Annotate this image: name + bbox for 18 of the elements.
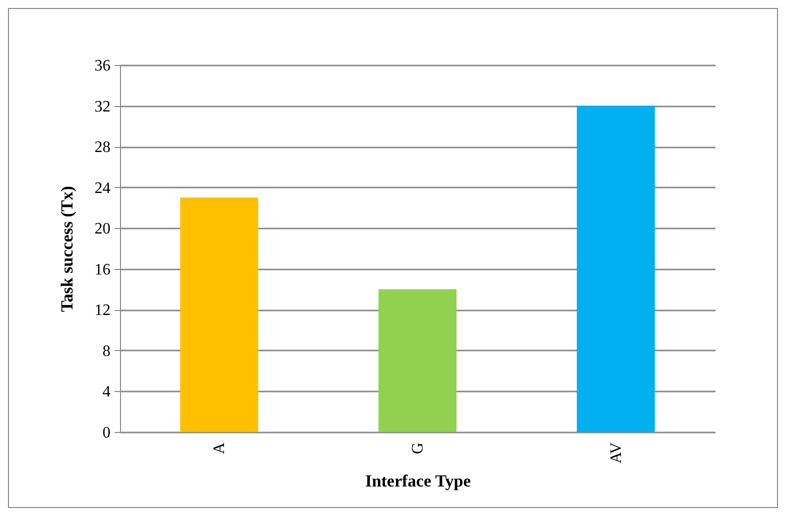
y-axis-title: Task success (Tx): [58, 186, 76, 312]
x-tick-label: AV: [608, 442, 625, 464]
bar: [576, 106, 655, 432]
y-tick-label: 32: [94, 98, 110, 116]
y-tick-label: 8: [102, 342, 110, 360]
y-tick-label: 28: [94, 139, 110, 156]
y-tick-label: 36: [94, 58, 110, 74]
x-axis-title: Interface Type: [365, 472, 472, 491]
x-tick-label: G: [410, 442, 426, 454]
y-tick-label: 20: [94, 220, 110, 238]
x-tick-label: A: [211, 442, 228, 454]
y-tick-label: 24: [94, 180, 110, 197]
bar: [378, 289, 456, 432]
y-tick-label: 0: [102, 424, 110, 442]
bar: [180, 198, 258, 432]
y-tick-label: 16: [94, 261, 110, 278]
y-tick-label: 4: [102, 384, 110, 401]
y-tick-label: 12: [94, 302, 110, 320]
